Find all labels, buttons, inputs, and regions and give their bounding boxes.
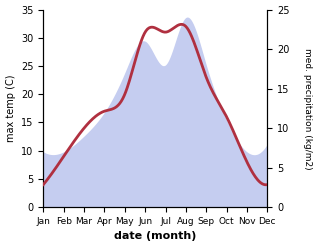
Y-axis label: max temp (C): max temp (C) xyxy=(5,75,16,142)
X-axis label: date (month): date (month) xyxy=(114,231,197,242)
Y-axis label: med. precipitation (kg/m2): med. precipitation (kg/m2) xyxy=(303,48,313,169)
